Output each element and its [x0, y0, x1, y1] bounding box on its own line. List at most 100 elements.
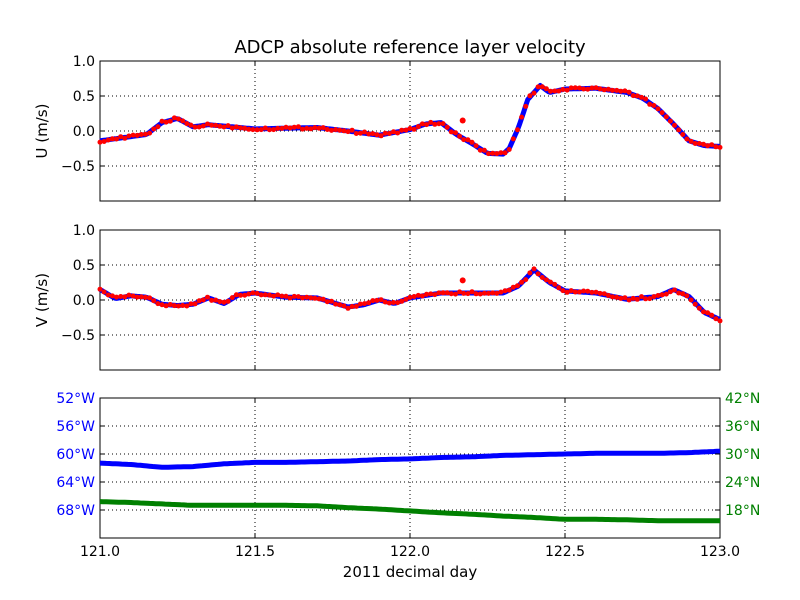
- v-data-point: [643, 296, 649, 302]
- u-data-point: [97, 139, 103, 145]
- lat-ytick-label: 42°N: [725, 391, 760, 407]
- u-grid: [100, 61, 720, 201]
- u-data-point: [593, 85, 599, 91]
- v-data-point: [316, 296, 322, 302]
- v-data-point: [114, 294, 119, 300]
- u-data-point: [560, 87, 566, 92]
- u-data-point: [717, 144, 723, 150]
- v-data-point: [109, 293, 115, 299]
- v-data-point: [717, 318, 723, 324]
- v-data-point: [138, 294, 144, 300]
- u-data-point: [275, 125, 281, 131]
- x-axis-label: 2011 decimal day: [343, 563, 478, 581]
- u-data-point: [568, 85, 574, 91]
- v-data-point: [399, 298, 405, 304]
- v-data-point: [490, 290, 496, 296]
- v-data-point: [374, 297, 380, 303]
- v-data-point: [192, 301, 198, 307]
- v-ytick-label: −0.5: [61, 328, 95, 344]
- position-data: [99, 448, 721, 524]
- u-data-point: [101, 139, 107, 144]
- u-data-point: [672, 122, 677, 128]
- v-data-point: [167, 302, 173, 307]
- v-data-point: [395, 300, 401, 306]
- v-data-point: [498, 289, 504, 295]
- v-data-point: [291, 293, 297, 299]
- u-data-point: [316, 125, 322, 131]
- u-data-point: [184, 121, 190, 127]
- u-data-point: [589, 85, 595, 91]
- v-data-point: [560, 288, 566, 294]
- v-data-point: [614, 294, 620, 300]
- v-data-point: [258, 292, 264, 298]
- lat-ytick-label: 36°N: [725, 419, 760, 435]
- u-data-point: [320, 125, 326, 131]
- u-data-point: [407, 126, 413, 131]
- v-data-point: [440, 290, 446, 296]
- u-data-point: [147, 130, 153, 136]
- v-data-point: [155, 301, 161, 307]
- u-data-point: [225, 123, 231, 129]
- v-data-point: [304, 294, 310, 300]
- v-data-point: [461, 290, 467, 296]
- v-data-point: [151, 298, 157, 304]
- v-data-point: [432, 292, 438, 298]
- v-ylabel: V (m/s): [33, 273, 51, 327]
- v-data-point: [126, 292, 132, 298]
- v-data-point: [225, 298, 231, 304]
- v-data-point: [713, 316, 719, 322]
- u-ytick-label: 0.5: [73, 89, 95, 105]
- v-data-point: [262, 292, 268, 298]
- v-data-point: [572, 289, 578, 295]
- u-data-point: [304, 125, 310, 131]
- u-data-point: [188, 122, 194, 128]
- x-tick-label: 122.5: [545, 544, 585, 560]
- v-data-point: [171, 303, 177, 309]
- v-data-point: [692, 301, 698, 307]
- v-data-point: [696, 305, 702, 311]
- v-data-point: [448, 291, 454, 297]
- v-data-point: [283, 293, 289, 299]
- u-data-point: [349, 127, 355, 133]
- u-data-point: [498, 150, 504, 156]
- v-data-point: [486, 290, 491, 296]
- u-data-point: [242, 125, 248, 131]
- v-data-point: [415, 292, 421, 298]
- v-data-point: [705, 310, 711, 316]
- u-data-point: [238, 125, 243, 131]
- v-data-point: [639, 294, 644, 300]
- v-data-point: [424, 291, 429, 297]
- v-data-point: [618, 295, 624, 301]
- u-data-point: [523, 103, 529, 109]
- u-data-point: [159, 118, 165, 124]
- u-data-point: [643, 96, 649, 102]
- u-data-point: [461, 137, 467, 143]
- u-data-point: [287, 125, 293, 131]
- v-data-point: [238, 292, 243, 298]
- v-data-point: [97, 286, 103, 292]
- v-data-point: [407, 294, 413, 300]
- v-data-point: [589, 289, 595, 295]
- u-data-point: [684, 136, 690, 142]
- u-data-point: [167, 118, 173, 124]
- u-data-point: [246, 126, 252, 132]
- v-data-point: [688, 297, 694, 303]
- u-data-point: [419, 121, 425, 127]
- v-data-point: [663, 291, 669, 297]
- u-data-point: [357, 130, 363, 136]
- v-data-point: [610, 294, 615, 300]
- v-data-point: [337, 302, 343, 308]
- v-data-point: [564, 289, 570, 295]
- u-data-point: [531, 90, 537, 96]
- u-data-point: [564, 87, 570, 93]
- u-data-point: [651, 103, 657, 108]
- v-data-point: [333, 301, 339, 307]
- u-data-point: [155, 124, 161, 130]
- u-data-point: [622, 88, 628, 94]
- v-data-point: [419, 293, 425, 299]
- v-data-point: [324, 299, 330, 305]
- u-data-point: [143, 131, 148, 137]
- v-data-point: [357, 301, 363, 307]
- lon-ytick-label: 68°W: [56, 503, 95, 519]
- v-data-point: [543, 277, 549, 283]
